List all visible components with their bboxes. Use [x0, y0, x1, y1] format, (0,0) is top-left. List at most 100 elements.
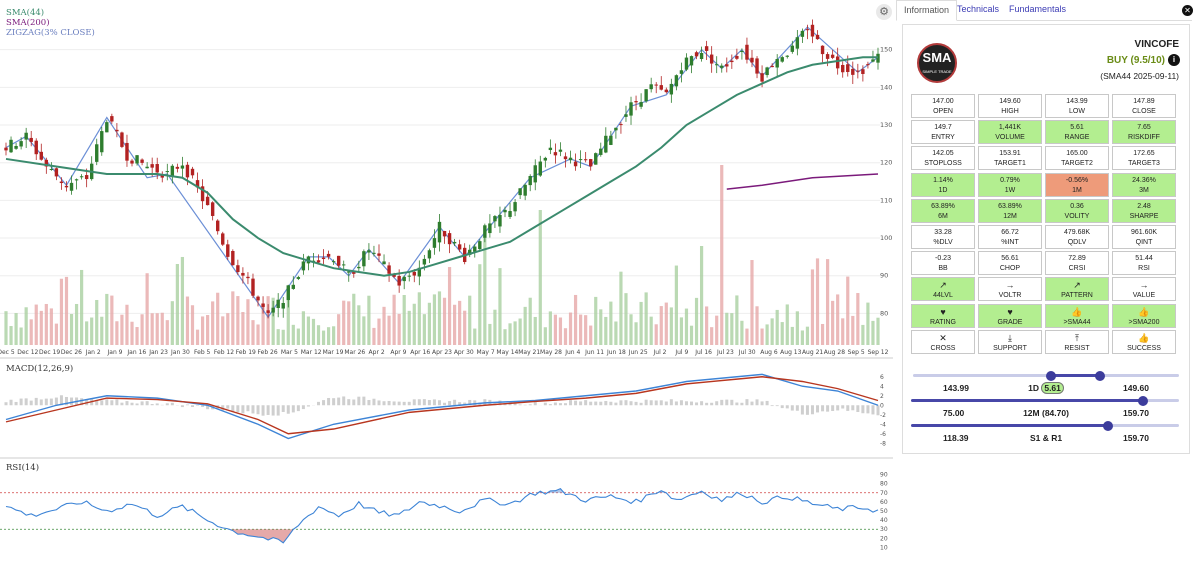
volume-bar	[19, 327, 23, 345]
macd-histogram-bar	[765, 400, 769, 406]
volume-bar	[195, 329, 200, 345]
candle-body	[548, 147, 553, 151]
macd-histogram-bar	[710, 402, 714, 406]
volume-bar	[200, 316, 205, 345]
x-tick-label: Jul 30	[738, 349, 756, 356]
candle-body	[276, 299, 280, 309]
candle-body	[669, 83, 674, 95]
volume-bar	[558, 317, 563, 345]
x-tick-label: May 14	[496, 349, 518, 356]
sma-logo: SMA SIMPLE TRADE	[917, 43, 957, 83]
macd-histogram-bar	[246, 405, 250, 412]
macd-histogram-bar	[558, 403, 562, 406]
candle-body	[29, 137, 33, 142]
gear-icon[interactable]: ⚙	[876, 4, 892, 20]
stat-key: SUPPORT	[993, 344, 1027, 352]
volume-bar	[659, 306, 663, 345]
stat-range: 5.61 RANGE	[1045, 120, 1109, 145]
stat-12m: 63.89% 12M	[978, 198, 1042, 223]
stat-value: 63.89%	[998, 202, 1022, 210]
candle-body	[412, 271, 416, 276]
volume-bar	[851, 315, 855, 345]
candle-body	[342, 264, 346, 266]
macd-histogram-bar	[85, 398, 89, 406]
stat-key: PATTERN	[1061, 292, 1093, 300]
candle-body	[407, 275, 411, 277]
candle-body	[170, 165, 175, 178]
volume-bar	[533, 316, 537, 345]
tab-fundamentals[interactable]: Fundamentals	[1009, 4, 1067, 14]
range-period: 12M	[1023, 408, 1042, 418]
candle-body	[568, 157, 573, 161]
volume-bar	[790, 326, 794, 345]
macd-histogram-bar	[155, 403, 159, 406]
volume-bar	[820, 323, 825, 345]
candle-body	[553, 152, 558, 156]
stat-entry: 149.7 ENTRY	[911, 120, 975, 145]
stat-key: SUCCESS	[1127, 344, 1161, 352]
stat-value: 153.91	[999, 150, 1021, 158]
candle-body	[790, 45, 795, 52]
volume-bar	[684, 308, 689, 345]
volume-bar	[639, 301, 643, 345]
candle-body	[805, 29, 810, 31]
volume-bar	[775, 309, 779, 345]
candle-body	[59, 181, 64, 184]
stat-44lvl: ↗ 44LVL	[911, 277, 975, 302]
macd-histogram-bar	[241, 405, 245, 414]
volume-bar	[281, 329, 285, 345]
range-low: 75.00	[943, 408, 965, 418]
volume-bar	[367, 295, 371, 345]
range-knob[interactable]	[1095, 371, 1105, 381]
macd-histogram-bar	[684, 401, 688, 406]
tab-information[interactable]: Information	[896, 0, 958, 21]
range-knob[interactable]	[1046, 371, 1057, 381]
candle-body	[538, 161, 542, 176]
candle-body	[644, 89, 648, 102]
x-tick-label: Feb 12	[214, 349, 234, 356]
volume-bar	[831, 300, 835, 345]
volume-bar	[382, 306, 386, 345]
macd-histogram-bar	[730, 399, 734, 406]
x-tick-label: Mar 26	[344, 349, 365, 356]
volume-bar	[221, 316, 225, 345]
stat-value: 63.89%	[931, 202, 955, 210]
candle-body	[402, 276, 406, 282]
macd-histogram-bar	[866, 405, 870, 414]
close-icon[interactable]: ✕	[1182, 5, 1193, 16]
macd-histogram-bar	[286, 405, 290, 414]
range-knob[interactable]	[1103, 421, 1114, 431]
macd-tick-label: 6	[880, 374, 884, 381]
x-tick-label: Aug 6	[760, 349, 778, 356]
macd-histogram-bar	[543, 402, 547, 406]
candle-body	[457, 244, 462, 250]
macd-histogram-bar	[674, 401, 678, 406]
macd-label: MACD(12,26,9)	[6, 364, 74, 374]
volume-bar	[206, 315, 210, 345]
macd-histogram-bar	[664, 401, 668, 406]
volume-bar	[150, 313, 154, 345]
macd-histogram-bar	[563, 403, 567, 406]
info-icon[interactable]: i	[1168, 54, 1180, 66]
volume-bar	[810, 269, 815, 345]
volume-bar	[105, 293, 109, 345]
stat-value: 149.7	[934, 124, 952, 132]
candle-body	[830, 54, 835, 58]
volume-bar	[231, 291, 235, 345]
volume-bar	[301, 311, 305, 345]
candle-body	[775, 59, 779, 68]
range-knob[interactable]	[1138, 396, 1149, 406]
candle-body	[100, 131, 104, 153]
tab-technicals[interactable]: Technicals	[957, 4, 1000, 14]
rsi-line	[5, 487, 879, 544]
macd-histogram-bar	[604, 401, 608, 406]
candle-body	[735, 56, 739, 59]
candle-body	[9, 139, 13, 153]
candle-body	[609, 135, 613, 145]
sma-date: (SMA44 2025-09-11)	[1100, 71, 1179, 81]
range-track[interactable]	[913, 374, 1179, 377]
volume-bar	[725, 312, 729, 345]
volume-bar	[705, 306, 709, 345]
stat-key: >SMA200	[1128, 318, 1160, 326]
